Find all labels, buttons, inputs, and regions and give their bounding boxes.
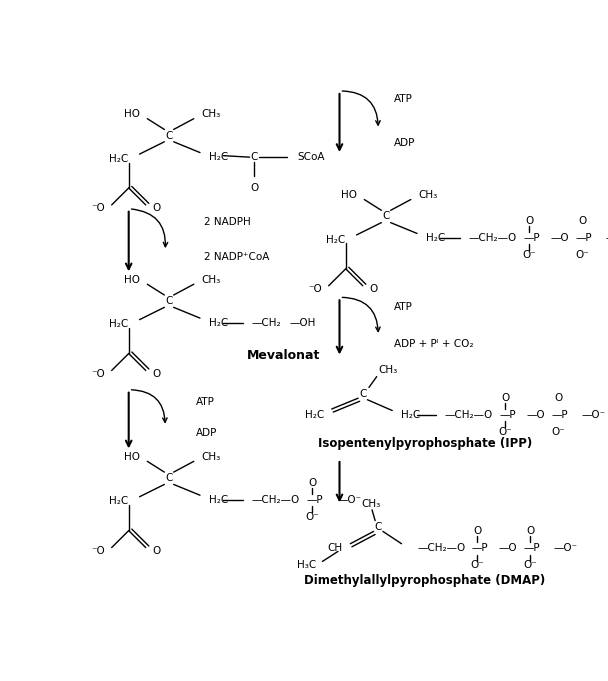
Text: —CH₂—O: —CH₂—O (252, 495, 300, 505)
Text: ⁻O: ⁻O (92, 368, 105, 379)
Text: H₃C: H₃C (297, 560, 316, 570)
Text: ⁻O: ⁻O (92, 203, 105, 213)
Text: O: O (578, 216, 586, 226)
Text: Mevalonat: Mevalonat (246, 349, 320, 362)
Text: —O: —O (527, 410, 545, 420)
Text: ATP: ATP (394, 94, 413, 104)
Text: CH₃: CH₃ (201, 452, 221, 462)
Text: H₂C: H₂C (109, 319, 129, 330)
Text: CH₃: CH₃ (418, 190, 438, 200)
Text: —O: —O (550, 233, 569, 243)
Text: ADP: ADP (394, 138, 415, 148)
Text: —P: —P (306, 495, 323, 505)
Text: CH₃: CH₃ (201, 109, 221, 119)
Text: 2 NADPH: 2 NADPH (204, 217, 250, 227)
Text: —O⁻: —O⁻ (553, 543, 578, 554)
Text: H₂C: H₂C (109, 496, 129, 507)
Text: ATP: ATP (196, 397, 215, 407)
Text: —O⁻: —O⁻ (606, 233, 608, 243)
Text: O: O (152, 368, 160, 379)
Text: CH₃: CH₃ (201, 274, 221, 285)
Text: HO: HO (123, 274, 140, 285)
Text: C: C (250, 152, 258, 162)
Text: ⁻O: ⁻O (309, 284, 322, 294)
Text: ADP: ADP (196, 428, 218, 438)
Text: —OH: —OH (289, 318, 316, 328)
Text: ATP: ATP (394, 302, 413, 313)
Text: CH: CH (328, 543, 342, 554)
Text: C: C (165, 296, 173, 306)
Text: —P: —P (499, 410, 516, 420)
Text: O: O (501, 393, 510, 403)
Text: H₂C: H₂C (209, 152, 229, 162)
Text: O⁻: O⁻ (551, 427, 565, 437)
Text: O⁻: O⁻ (575, 250, 589, 260)
Text: O: O (152, 203, 160, 213)
Text: O⁻: O⁻ (499, 427, 512, 437)
Text: O: O (554, 393, 562, 403)
Text: HO: HO (123, 109, 140, 119)
Text: O: O (526, 526, 534, 537)
Text: 2 NADP⁺CoA: 2 NADP⁺CoA (204, 252, 269, 262)
Text: O: O (473, 526, 482, 537)
Text: O: O (369, 284, 377, 294)
Text: O⁻: O⁻ (523, 560, 537, 570)
Text: ADP + Pᴵ + CO₂: ADP + Pᴵ + CO₂ (394, 338, 473, 349)
Text: C: C (359, 389, 367, 398)
Text: Dimethylallylpyrophosphate (DMAP): Dimethylallylpyrophosphate (DMAP) (304, 574, 545, 587)
Text: O: O (308, 478, 317, 488)
Text: HO: HO (340, 190, 356, 200)
Text: CH₃: CH₃ (378, 366, 398, 375)
Text: C: C (375, 522, 382, 532)
Text: H₂C: H₂C (209, 495, 229, 505)
Text: O: O (525, 216, 533, 226)
Text: O⁻: O⁻ (471, 560, 485, 570)
Text: SCoA: SCoA (297, 152, 325, 162)
Text: O⁻: O⁻ (522, 250, 536, 260)
Text: H₂C: H₂C (401, 410, 421, 420)
Text: H₂C: H₂C (305, 410, 324, 420)
Text: —CH₂—O: —CH₂—O (417, 543, 465, 554)
Text: —CH₂—O: —CH₂—O (445, 410, 493, 420)
Text: —O⁻: —O⁻ (581, 410, 606, 420)
Text: C: C (382, 212, 390, 221)
Text: ⁻O: ⁻O (92, 545, 105, 556)
Text: C: C (165, 131, 173, 140)
Text: —O⁻: —O⁻ (337, 495, 361, 505)
Text: H₂C: H₂C (209, 318, 229, 328)
Text: H₂C: H₂C (326, 234, 346, 244)
Text: —P: —P (523, 233, 540, 243)
Text: —P: —P (552, 410, 568, 420)
Text: —CH₂: —CH₂ (252, 318, 282, 328)
Text: —O: —O (499, 543, 517, 554)
Text: O: O (250, 183, 258, 193)
Text: —CH₂—O: —CH₂—O (469, 233, 517, 243)
Text: —P: —P (576, 233, 593, 243)
Text: H₂C: H₂C (426, 233, 446, 243)
Text: Isopentenylpyrophosphate (IPP): Isopentenylpyrophosphate (IPP) (317, 437, 532, 450)
Text: —P: —P (524, 543, 541, 554)
Text: O: O (152, 545, 160, 556)
Text: CH₃: CH₃ (361, 498, 380, 509)
Text: O⁻: O⁻ (305, 511, 319, 522)
Text: H₂C: H₂C (109, 154, 129, 163)
Text: —P: —P (471, 543, 488, 554)
Text: C: C (165, 473, 173, 484)
Text: HO: HO (123, 452, 140, 462)
